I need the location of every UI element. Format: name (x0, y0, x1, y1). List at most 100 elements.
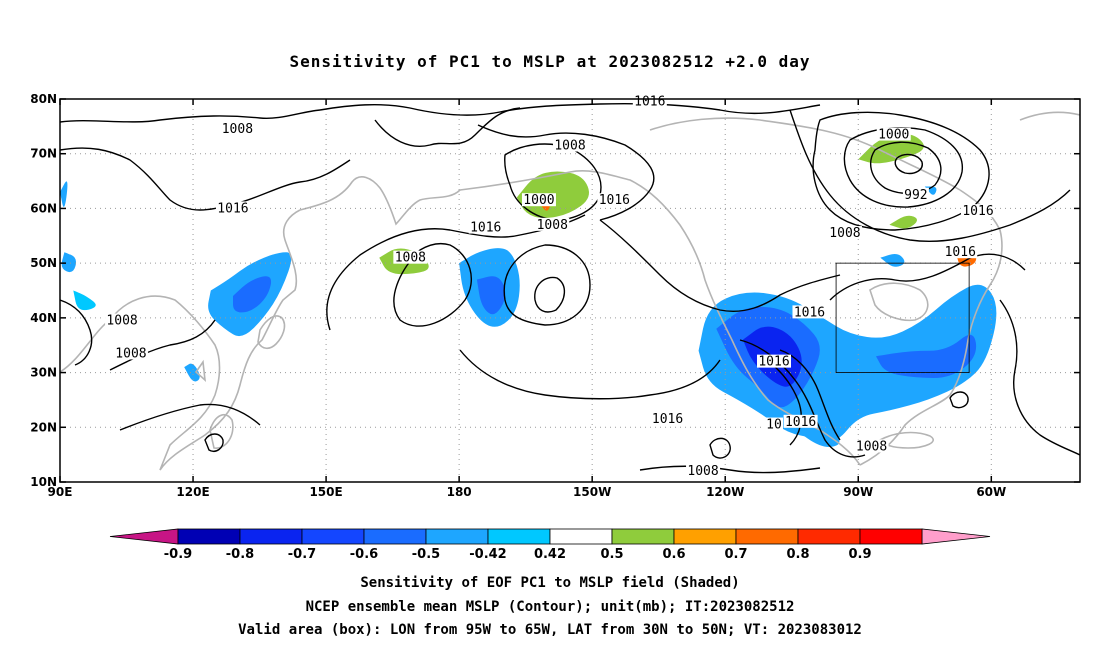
lat-label-30N: 30N (30, 366, 57, 380)
contour-label-bg-4 (902, 187, 929, 201)
colorbar-segment-3 (363, 528, 427, 545)
contour-1008-aleutian (477, 124, 655, 221)
contour-label-bg-22 (686, 464, 721, 478)
shaded-region-5 (184, 363, 200, 382)
shaded-region-0 (60, 181, 68, 207)
valid-area-box (835, 262, 970, 373)
contour-label-bg-19 (783, 414, 818, 428)
asia-coast (60, 209, 301, 471)
colorbar-segment-2 (301, 528, 365, 545)
contour-label-15: 1008 (106, 314, 137, 329)
great-lakes (869, 282, 929, 322)
contour-label-20: 10 (766, 418, 782, 433)
north-america-east-coast (859, 189, 1003, 466)
contour-label-11: 1008 (829, 226, 860, 241)
lon-label-90E: 90E (48, 485, 73, 499)
contour-label-bg-7 (597, 193, 632, 207)
mslp-contours (60, 102, 1080, 474)
colorbar-label-0: -0.9 (164, 547, 192, 562)
contour-label-bg-9 (961, 204, 995, 218)
map-frame (59, 98, 1081, 483)
contour-label-bg-12 (393, 250, 428, 264)
lat-label-70N: 70N (30, 147, 57, 161)
contour-label-14: 1016 (794, 305, 825, 320)
shaded-region-4 (233, 276, 272, 313)
shaded-region-13 (889, 215, 917, 229)
contour-label-18: 1016 (652, 412, 683, 427)
contour-label-19: 1016 (785, 415, 816, 430)
contour-label-21: 1008 (856, 439, 887, 454)
colorbar-label-6: 0.42 (534, 547, 566, 562)
colorbar-label-8: 0.6 (662, 547, 685, 562)
contour-label-bg-1 (220, 122, 255, 136)
colorbar-label-5: -0.42 (469, 547, 506, 562)
lon-label-180: 180 (447, 485, 472, 499)
lat-label-10N: 10N (30, 475, 57, 489)
colorbar-segment-9 (735, 528, 799, 545)
lon-label-90W: 90W (843, 485, 873, 499)
contour-1008-north (60, 109, 321, 123)
greenland-coast (1019, 111, 1080, 121)
shaded-region-21 (791, 423, 840, 447)
shaded-region-1 (61, 252, 77, 273)
lat-label-80N: 80N (30, 92, 57, 106)
contour-1016-subtropical (459, 349, 721, 400)
contour-1008-iceland (812, 111, 990, 231)
colorbar-label-10: 0.8 (786, 547, 809, 562)
contour-label-bg-15 (105, 313, 140, 327)
contour-label-22: 1008 (687, 464, 718, 479)
taiwan-coast (194, 359, 207, 382)
contour-label-13: 1016 (945, 245, 976, 260)
shaded-region-12 (858, 133, 924, 164)
contour-label-5: 1016 (217, 201, 248, 216)
colorbar-segment-6 (549, 528, 613, 545)
colorbar-segment-10 (797, 528, 861, 545)
colorbar-label-1: -0.8 (226, 547, 254, 562)
contour-label-bg-17 (757, 354, 791, 368)
contour-1012-atlantic (949, 391, 969, 409)
contour-label-bg-11 (827, 226, 862, 240)
lon-label-150E: 150E (309, 485, 342, 499)
lat-label-60N: 60N (30, 201, 57, 215)
contour-1016-east (829, 253, 1026, 301)
contour-label-3: 1000 (878, 128, 909, 143)
lat-label-50N: 50N (30, 256, 57, 270)
contour-1016-east-atlantic (999, 299, 1080, 456)
contour-label-bg-5 (215, 201, 250, 215)
colorbar-label-7: 0.5 (600, 547, 623, 562)
contour-1024-inner (534, 276, 566, 313)
caribbean-islands (878, 431, 934, 449)
colorbar-segment-5 (487, 528, 551, 545)
caption-shaded: Sensitivity of EOF PC1 to MSLP field (Sh… (360, 575, 740, 591)
colorbar-segment-0 (177, 528, 241, 545)
colorbar-label-11: 0.9 (848, 547, 871, 562)
colorbar-segment-1 (239, 528, 303, 545)
contour-1008-west-edge (60, 299, 93, 366)
contour-label-9: 1016 (962, 204, 993, 219)
shaded-region-15 (880, 254, 905, 267)
contour-label-17: 1016 (758, 355, 789, 370)
lon-label-60W: 60W (976, 485, 1006, 499)
contour-label-bg-3 (876, 127, 911, 141)
contour-label-bg-16 (113, 346, 148, 360)
contour-label-bg-13 (943, 245, 978, 259)
shaded-region-9 (476, 276, 506, 315)
contour-label-bg-8 (535, 217, 570, 231)
contour-1016-north (319, 102, 821, 116)
colorbar-label-3: -0.6 (350, 547, 378, 562)
colorbar-segment-11 (859, 528, 923, 545)
shaded-region-20 (876, 334, 977, 378)
contour-label-bg-0 (632, 94, 667, 108)
chart-title: Sensitivity of PC1 to MSLP at 2023082512… (289, 52, 811, 71)
contour-984-iceland (894, 153, 923, 175)
contour-label-12: 1008 (395, 251, 426, 266)
contour-label-bg-10 (468, 220, 503, 234)
lon-label-120E: 120E (176, 485, 209, 499)
contour-992-iceland (869, 141, 942, 194)
contour-1016-low (393, 242, 473, 327)
contour-1000-iceland (843, 127, 963, 208)
contour-label-1: 1008 (222, 122, 253, 137)
contour-label-bg-6 (521, 193, 556, 207)
colorbar-over-triangle (921, 528, 991, 545)
